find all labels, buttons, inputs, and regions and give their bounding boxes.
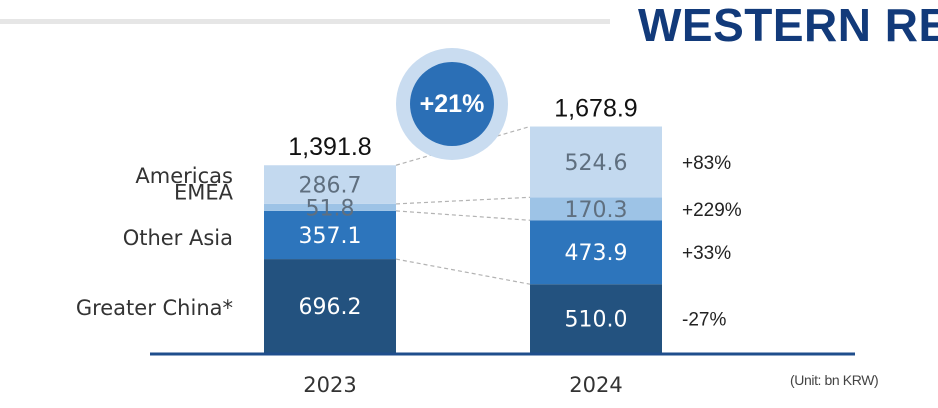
data-label-2024-0: 510.0 <box>565 308 628 333</box>
legend-label-1: Other Asia <box>123 226 233 250</box>
growth-label-3: +83% <box>682 153 731 174</box>
connector-line-1 <box>395 210 531 221</box>
connector-line-2 <box>395 196 531 205</box>
bar-segment-2024-1 <box>530 220 662 285</box>
data-label-2024-1: 473.9 <box>565 241 628 266</box>
bar-segment-2023-0 <box>264 259 396 353</box>
data-label-2024-2: 170.3 <box>565 198 628 223</box>
bar-segment-2023-3 <box>264 165 396 204</box>
bar-segment-2023-1 <box>264 210 396 260</box>
data-label-2023-0: 696.2 <box>299 295 362 320</box>
bar-segment-2023-2 <box>264 203 396 211</box>
growth-badge: +21% <box>396 48 508 160</box>
connector-line-0 <box>395 258 531 285</box>
growth-label-0: -27% <box>682 310 726 331</box>
legend-label-3: Americas <box>135 164 233 188</box>
total-label-2024: 1,678.9 <box>554 95 637 123</box>
x-tick-label-2024: 2024 <box>569 373 622 397</box>
data-label-2023-3: 286.7 <box>299 174 362 199</box>
legend-label-0: Greater China* <box>76 296 233 320</box>
x-tick-label-2023: 2023 <box>303 373 356 397</box>
legend-label-2: EMEA <box>174 180 234 204</box>
connector-line-3 <box>395 125 531 166</box>
bar-segment-2024-3 <box>530 126 662 198</box>
bar-segment-2024-2 <box>530 197 662 221</box>
data-label-2024-3: 524.6 <box>565 151 628 176</box>
data-label-2023-1: 357.1 <box>299 224 362 249</box>
data-label-2023-2: 51.8 <box>306 196 355 221</box>
page-title: WESTERN RE <box>638 0 938 51</box>
growth-label-1: +33% <box>682 243 731 264</box>
title-rule <box>0 19 610 24</box>
unit-note: (Unit: bn KRW) <box>790 372 879 388</box>
total-label-2023: 1,391.8 <box>288 133 371 161</box>
growth-badge-value: +21% <box>410 62 494 146</box>
growth-label-2: +229% <box>682 200 742 221</box>
bar-segment-2024-0 <box>530 284 662 353</box>
